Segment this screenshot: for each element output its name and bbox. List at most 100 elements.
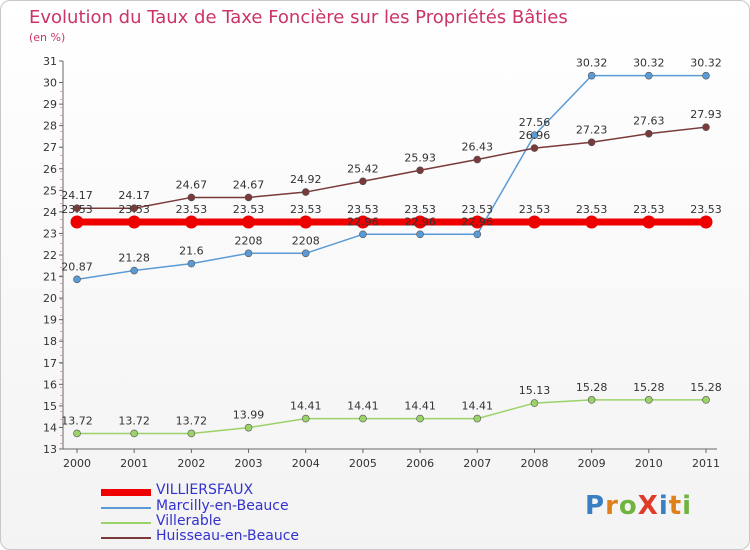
y-tick-label: 21 bbox=[43, 271, 57, 284]
data-label-0: 23.53 bbox=[233, 203, 265, 216]
series-line-1 bbox=[76, 74, 707, 281]
data-label-1: 2208 bbox=[292, 234, 320, 247]
y-tick-label: 14 bbox=[43, 421, 57, 434]
legend-label-villerable: Villerable bbox=[156, 513, 222, 529]
data-label-1: 30.32 bbox=[576, 57, 608, 70]
data-label-1: 21.28 bbox=[118, 252, 150, 265]
y-tick-label: 19 bbox=[43, 314, 57, 327]
data-label-0: 23.53 bbox=[290, 203, 322, 216]
data-point-3 bbox=[587, 138, 596, 147]
data-label-2: 14.41 bbox=[462, 400, 494, 413]
legend-swatch-huisseau bbox=[101, 537, 151, 539]
y-tick-label: 25 bbox=[43, 184, 57, 197]
x-tick-label: 2002 bbox=[177, 457, 205, 470]
y-tick-label: 13 bbox=[43, 443, 57, 456]
chart-title: Evolution du Taux de Taxe Foncière sur l… bbox=[29, 7, 568, 28]
y-tick-label: 16 bbox=[43, 378, 57, 391]
data-label-2: 13.72 bbox=[118, 414, 150, 427]
data-label-3: 25.93 bbox=[404, 151, 436, 164]
data-point-1 bbox=[587, 71, 596, 80]
y-tick-label: 22 bbox=[43, 249, 57, 262]
data-point-0 bbox=[413, 215, 427, 229]
data-label-1: 20.87 bbox=[61, 260, 93, 273]
x-tick-label: 2006 bbox=[406, 457, 434, 470]
y-tick-label: 20 bbox=[43, 292, 57, 305]
data-label-0: 23.53 bbox=[690, 203, 722, 216]
y-tick-label: 17 bbox=[43, 357, 57, 370]
data-point-2 bbox=[187, 429, 196, 438]
data-point-1 bbox=[530, 131, 539, 139]
data-label-0: 23.53 bbox=[61, 203, 93, 216]
data-label-0: 23.53 bbox=[576, 203, 608, 216]
data-label-3: 24.67 bbox=[176, 178, 208, 191]
data-point-2 bbox=[359, 414, 367, 423]
data-label-3: 25.42 bbox=[347, 162, 379, 175]
data-point-3 bbox=[645, 129, 653, 138]
data-label-3: 24.17 bbox=[118, 189, 150, 202]
y-tick-label: 30 bbox=[43, 77, 57, 90]
data-label-0: 23.53 bbox=[118, 203, 150, 216]
y-tick-label: 28 bbox=[43, 120, 57, 133]
data-point-3 bbox=[244, 193, 253, 202]
data-label-2: 13.72 bbox=[61, 414, 93, 427]
y-tick-label: 18 bbox=[43, 335, 57, 348]
data-point-3 bbox=[73, 204, 81, 213]
data-label-3: 26.96 bbox=[519, 129, 551, 142]
data-point-1 bbox=[187, 259, 196, 268]
data-point-1 bbox=[130, 266, 138, 275]
data-point-3 bbox=[130, 204, 138, 213]
x-tick-label: 2008 bbox=[520, 457, 548, 470]
x-tick-label: 2001 bbox=[120, 457, 148, 470]
data-point-2 bbox=[73, 429, 81, 438]
data-point-1 bbox=[645, 71, 653, 80]
data-label-3: 27.23 bbox=[576, 123, 608, 136]
data-label-1: 30.32 bbox=[690, 57, 722, 70]
data-point-0 bbox=[299, 215, 313, 229]
data-label-1: 27.56 bbox=[519, 116, 551, 129]
data-label-3: 24.67 bbox=[233, 178, 265, 191]
data-label-3: 27.93 bbox=[690, 108, 722, 121]
data-point-1 bbox=[416, 230, 424, 239]
data-point-2 bbox=[416, 414, 424, 423]
data-label-2: 14.41 bbox=[290, 400, 322, 413]
data-point-1 bbox=[359, 230, 367, 239]
y-tick-label: 29 bbox=[43, 98, 57, 111]
data-label-3: 24.17 bbox=[61, 189, 93, 202]
data-point-2 bbox=[702, 396, 710, 404]
data-point-3 bbox=[187, 193, 196, 202]
legend-label-huisseau: Huisseau-en-Beauce bbox=[156, 528, 300, 544]
data-point-0 bbox=[527, 215, 541, 229]
data-label-2: 13.99 bbox=[233, 409, 265, 422]
x-tick-label: 2009 bbox=[578, 457, 606, 470]
data-point-1 bbox=[301, 249, 310, 258]
data-point-0 bbox=[356, 215, 370, 229]
data-point-2 bbox=[301, 414, 310, 423]
data-label-3: 26.43 bbox=[462, 141, 494, 154]
chart-subtitle: (en %) bbox=[29, 31, 66, 44]
y-tick-label: 31 bbox=[43, 55, 57, 68]
data-point-1 bbox=[73, 275, 81, 284]
x-tick-label: 2011 bbox=[692, 457, 720, 470]
data-label-0: 23.53 bbox=[347, 203, 379, 216]
legend-swatch-villiersfaux bbox=[101, 489, 151, 496]
data-point-3 bbox=[530, 144, 539, 152]
data-label-2: 14.41 bbox=[347, 400, 379, 413]
legend-swatch-marcilly bbox=[101, 507, 151, 509]
data-point-1 bbox=[473, 230, 482, 239]
proxiti-logo: ProXiti bbox=[585, 491, 693, 521]
data-point-2 bbox=[244, 423, 253, 432]
data-point-0 bbox=[127, 215, 141, 229]
data-label-1: 22.96 bbox=[462, 215, 494, 228]
data-point-3 bbox=[301, 188, 310, 196]
data-label-0: 23.53 bbox=[519, 203, 551, 216]
data-point-1 bbox=[702, 71, 710, 80]
data-label-2: 15.13 bbox=[519, 384, 551, 397]
legend-swatch-villerable bbox=[101, 522, 151, 524]
data-label-0: 23.53 bbox=[462, 203, 494, 216]
data-label-3: 27.63 bbox=[633, 115, 665, 128]
data-point-3 bbox=[473, 155, 482, 164]
legend-label-marcilly: Marcilly-en-Beauce bbox=[156, 498, 289, 514]
data-point-0 bbox=[699, 215, 713, 229]
